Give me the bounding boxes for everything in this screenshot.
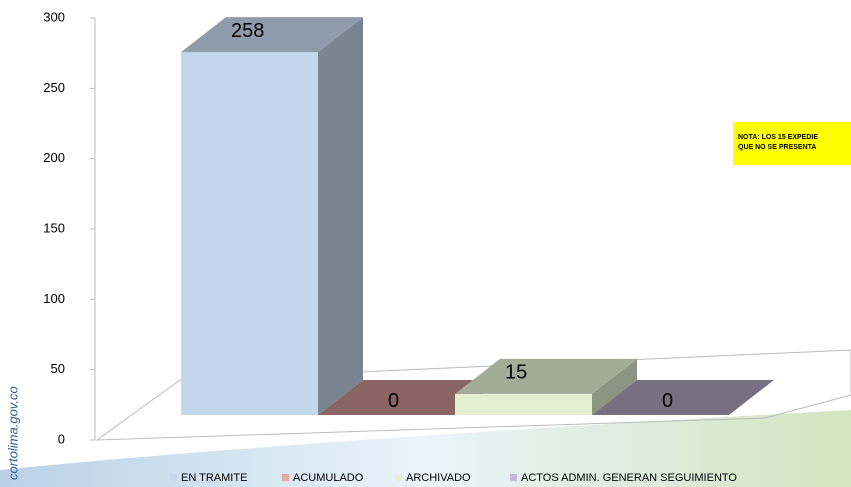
bar-side: [318, 17, 363, 415]
legend-label: ACTOS ADMIN. GENERAN SEGUIMIENTO: [521, 472, 737, 484]
legend-swatch: [510, 474, 517, 481]
value-label: 0: [388, 390, 399, 412]
legend-swatch: [282, 474, 289, 481]
y-tick-label: 300: [43, 9, 65, 24]
y-tick-label: 250: [43, 80, 65, 95]
y-tick-label: 0: [58, 431, 65, 446]
legend-label: ARCHIVADO: [406, 472, 471, 484]
bar-front: [181, 52, 318, 415]
bar-front: [455, 394, 592, 415]
watermark: cortolima.gov.co: [5, 386, 20, 480]
value-label: 15: [505, 362, 527, 384]
legend-swatch: [395, 474, 402, 481]
y-tick-label: 50: [51, 361, 65, 376]
chart: NOTA: LOS 15 EXPEDIE QUE NO SE PRESENTA …: [0, 0, 851, 487]
note: NOTA: LOS 15 EXPEDIE: [738, 134, 818, 141]
legend-swatch: [170, 474, 177, 481]
y-tick-label: 100: [43, 291, 65, 306]
value-label: 258: [231, 20, 264, 42]
legend-label: ACUMULADO: [293, 472, 364, 484]
legend-label: EN TRAMITE: [181, 472, 247, 484]
y-tick-label: 150: [43, 220, 65, 235]
y-tick-label: 200: [43, 150, 65, 165]
value-label: 0: [662, 390, 673, 412]
note: QUE NO SE PRESENTA: [738, 144, 816, 151]
